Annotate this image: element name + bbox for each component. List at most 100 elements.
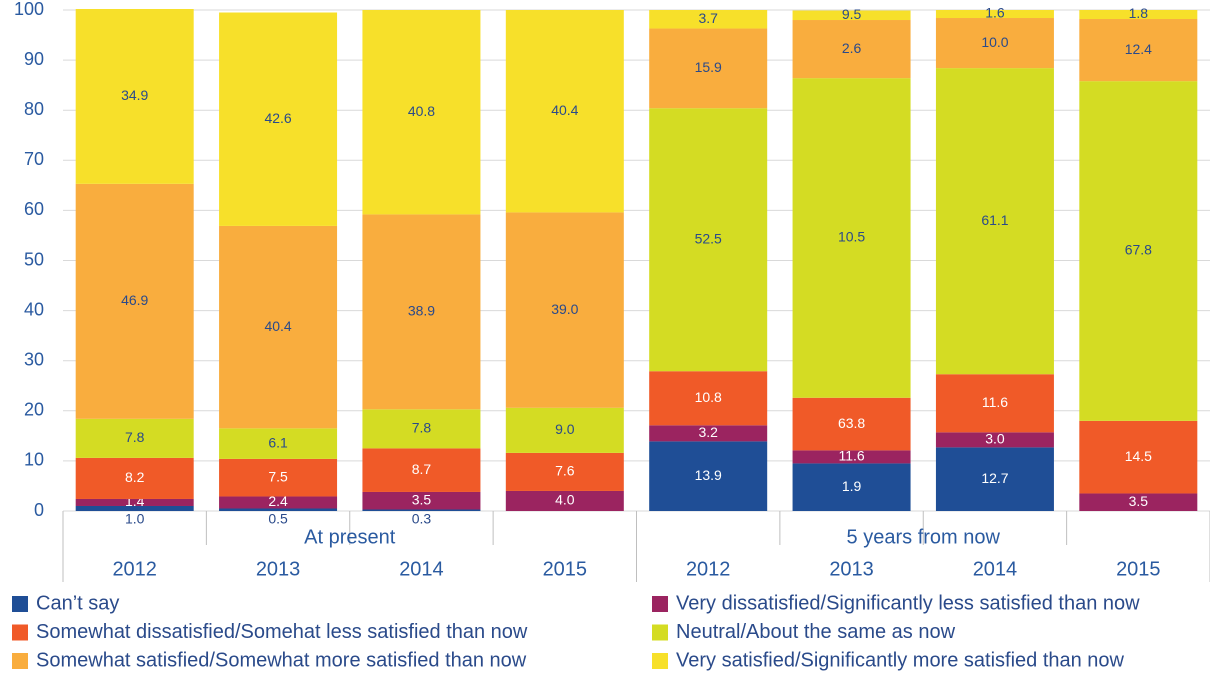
bar-segment [935, 374, 1054, 433]
x-tick-label: 2012 [686, 558, 731, 580]
y-tick-label: 60 [24, 199, 44, 219]
bar-segment [75, 505, 194, 511]
data-label: 42.6 [264, 110, 291, 126]
data-label: 15.9 [695, 59, 722, 75]
legend-swatch [12, 596, 28, 612]
bar-segment [505, 490, 624, 511]
data-label: 13.9 [695, 467, 722, 483]
data-label: 1.0 [125, 511, 145, 527]
bar-segment [219, 458, 338, 497]
bar-segment [362, 448, 481, 492]
y-tick-label: 40 [24, 299, 44, 319]
y-tick-label: 50 [24, 249, 44, 269]
data-label: 1.6 [985, 5, 1005, 21]
data-label: 1.9 [842, 478, 862, 494]
data-label: 3.7 [698, 10, 718, 26]
bar-segment [792, 20, 911, 79]
bar-segment [935, 18, 1054, 69]
data-label: 8.7 [412, 461, 432, 477]
group-label: At present [304, 526, 396, 548]
legend-swatch [12, 624, 28, 641]
bar-segment [649, 28, 768, 109]
group-label: 5 years from now [847, 526, 1001, 548]
x-tick-label: 2014 [973, 558, 1018, 580]
data-label: 2.4 [268, 493, 288, 509]
data-label: 40.4 [264, 318, 291, 334]
data-label: 9.5 [842, 6, 862, 22]
data-label: 3.5 [412, 491, 432, 507]
data-label: 46.9 [121, 292, 148, 308]
bar-segment [219, 225, 338, 429]
data-label: 38.9 [408, 303, 435, 319]
data-label: 40.4 [551, 102, 578, 118]
bar-segment [219, 508, 338, 511]
bar-segment [75, 8, 194, 184]
bar-segment [505, 407, 624, 453]
bar-segment [935, 447, 1054, 511]
bar-segment [649, 10, 768, 29]
y-tick-label: 70 [24, 149, 44, 169]
legend-swatch [652, 624, 668, 641]
bar-segment [219, 496, 338, 509]
data-label: 34.9 [121, 87, 148, 103]
bar-segment [362, 214, 481, 410]
data-label: 11.6 [838, 448, 864, 464]
x-tick-label: 2013 [256, 558, 301, 580]
bar-segment [75, 498, 194, 506]
data-label: 10.8 [695, 389, 722, 405]
bar-segment [505, 452, 624, 491]
data-label: 12.4 [1125, 41, 1152, 57]
bar-segment [649, 425, 768, 442]
x-tick-label: 2013 [829, 558, 874, 580]
data-label: 0.5 [268, 511, 288, 527]
y-tick-label: 30 [24, 349, 44, 369]
x-tick-label: 2015 [1116, 558, 1161, 580]
legend-label: Very satisfied/Significantly more satisf… [676, 649, 1125, 671]
data-label: 7.8 [412, 420, 432, 436]
bar-segment [362, 409, 481, 449]
bar-segment [649, 371, 768, 426]
bar-segment [505, 10, 624, 213]
data-label: 4.0 [555, 492, 575, 508]
bar-segment [792, 463, 911, 511]
bar-segment [219, 12, 338, 226]
y-tick-label: 90 [24, 49, 44, 69]
bar-segment [649, 441, 768, 511]
data-label: 10.5 [838, 229, 865, 245]
bar-segment [1079, 420, 1198, 494]
bar-segment [219, 428, 338, 459]
bar-segment [792, 450, 911, 464]
data-label: 40.8 [408, 103, 435, 119]
legend-swatch [652, 596, 668, 612]
data-label: 63.8 [838, 415, 865, 431]
legend-swatch [12, 653, 28, 669]
bar-segment [1079, 19, 1198, 82]
y-tick-label: 20 [24, 400, 44, 420]
legend-label: Somewhat dissatisfied/Somehat less satis… [36, 621, 528, 643]
data-label: 12.7 [981, 470, 1008, 486]
legend-label: Very dissatisfied/Significantly less sat… [676, 592, 1140, 614]
data-label: 3.0 [985, 431, 1005, 447]
legend-label: Somewhat satisfied/Somewhat more satisfi… [36, 649, 527, 671]
bar-segment [1079, 493, 1198, 511]
bar-segment [75, 457, 194, 499]
data-label: 7.8 [125, 429, 145, 445]
data-label: 8.2 [125, 469, 145, 485]
data-label: 52.5 [695, 230, 722, 246]
data-label: 14.5 [1125, 448, 1152, 464]
data-label: 6.1 [268, 434, 288, 450]
bar-segment [1079, 10, 1198, 20]
data-label: 39.0 [551, 301, 578, 317]
y-tick-label: 80 [24, 99, 44, 119]
y-tick-label: 10 [24, 450, 44, 470]
data-label: 0.3 [412, 511, 432, 527]
bar-segment [935, 68, 1054, 375]
data-label: 67.8 [1125, 242, 1152, 258]
bar-segment [935, 432, 1054, 448]
data-label: 11.6 [982, 394, 1008, 410]
data-label: 7.5 [268, 468, 288, 484]
data-label: 61.1 [981, 212, 1008, 228]
legend-label: Can’t say [36, 592, 119, 614]
bar-segment [362, 491, 481, 510]
